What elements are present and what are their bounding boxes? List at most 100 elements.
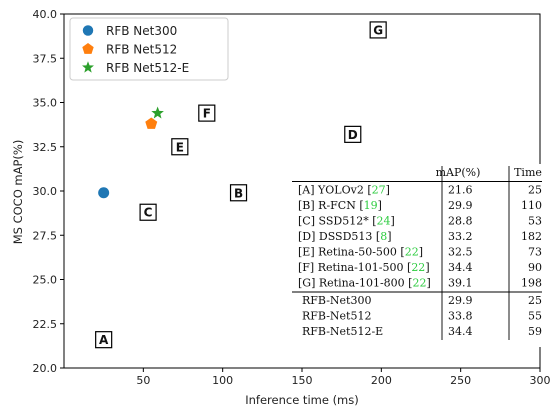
table-cell-time: 73 (528, 246, 542, 259)
table-cell-time: 198 (521, 277, 542, 290)
table-cell-time: 110 (521, 199, 542, 212)
cite-bracket: [ (400, 246, 404, 259)
y-axis-label: MS COCO mAP(%) (11, 140, 25, 245)
data-point (145, 117, 158, 129)
cite-bracket: [ (376, 230, 380, 243)
y-tick-label: 37.5 (33, 52, 58, 65)
data-point (98, 187, 110, 199)
annotation-box (171, 138, 189, 156)
data-point (151, 106, 164, 119)
y-tick-label: 27.5 (33, 229, 58, 242)
results-table: mAP(%) Time [A] YOLOv2 [27] 21.6 25 [B] R-FCN… (292, 164, 542, 347)
table-cell-map: 21.6 (448, 184, 473, 197)
cite-bracket: [ (408, 277, 412, 290)
annotation-box (198, 104, 216, 122)
table-row-label: [A] YOLOv2 [27] (298, 184, 390, 197)
row-name: [A] YOLOv2 (298, 184, 367, 197)
annotation-box (369, 21, 387, 39)
table-cell-time: 55 (528, 310, 542, 323)
annotation-letter: E (176, 140, 184, 154)
cite-bracket: ] (387, 230, 391, 243)
table-cell-time: 182 (521, 230, 542, 243)
legend-marker (82, 61, 94, 73)
data-points (98, 106, 164, 199)
cite-bracket: ] (378, 199, 382, 212)
y-tick-label: 35.0 (33, 97, 58, 110)
x-axis-label: Inference time (ms) (245, 393, 359, 407)
row-name: [C] SSD512* (298, 215, 372, 228)
cite-bracket: [ (372, 215, 376, 228)
x-tick-label: 250 (450, 374, 471, 387)
annotation-letter: F (203, 107, 211, 121)
y-tick-label: 40.0 (33, 8, 58, 21)
table-cell-map: 33.8 (448, 310, 473, 323)
legend-label: RFB Net300 (106, 24, 177, 38)
table-cell-map: 28.8 (448, 215, 473, 228)
legend-label: RFB Net512 (106, 43, 177, 57)
table-cell-map: 29.9 (448, 199, 473, 212)
table-cell-map: 39.1 (448, 277, 473, 290)
cite-bracket: ] (386, 184, 390, 197)
x-tick-label: 50 (136, 374, 150, 387)
table-cell-map: 32.5 (448, 246, 473, 259)
table-row-label: [C] SSD512* [24] (298, 215, 395, 228)
x-axis: 50 100 150 200 250 300 (136, 368, 551, 387)
table-row-label: [F] Retina-101-500 [22] (298, 261, 430, 274)
annotation-letter: C (144, 206, 153, 220)
table-cell-time: 25 (528, 184, 542, 197)
table-row-label: [D] DSSD513 [8] (298, 230, 392, 243)
cite-number: 8 (380, 230, 387, 243)
x-tick-label: 150 (292, 374, 313, 387)
table-cell-time: 25 (528, 294, 542, 307)
cite-number: 19 (364, 199, 378, 212)
table-background (292, 164, 542, 347)
table-row-label: RFB-Net300 (302, 294, 371, 307)
table-cell-map: 33.2 (448, 230, 473, 243)
legend-box (69, 17, 229, 81)
cite-bracket: [ (359, 199, 363, 212)
cite-number: 27 (372, 184, 386, 197)
y-tick-label: 20.0 (33, 362, 58, 375)
annotation-letter: G (373, 23, 383, 37)
annotation-box (139, 203, 157, 221)
table-cell-time: 53 (528, 215, 542, 228)
y-tick-label: 25.0 (33, 274, 58, 287)
table-row-label: [E] Retina-50-500 [22] (298, 246, 423, 259)
cite-bracket: ] (390, 215, 394, 228)
y-tick-label: 22.5 (33, 318, 58, 331)
cite-number: 22 (405, 246, 419, 259)
table-row-label: [G] Retina-101-800 [22] (298, 277, 431, 290)
table-cell-time: 90 (528, 261, 542, 274)
legend-marker (82, 25, 94, 36)
annotation-box (229, 184, 248, 202)
table-row-label: RFB-Net512 (302, 310, 371, 323)
y-tick-label: 30.0 (33, 185, 58, 198)
x-tick-label: 100 (212, 374, 233, 387)
cite-bracket: [ (407, 261, 411, 274)
cite-number: 22 (411, 261, 425, 274)
x-tick-label: 200 (371, 374, 392, 387)
annotation-box (95, 331, 113, 349)
table-header-map: mAP(%) (436, 166, 481, 179)
row-name: [D] DSSD513 (298, 230, 376, 243)
cite-bracket: ] (425, 261, 429, 274)
y-tick-label: 32.5 (33, 141, 58, 154)
legend-marker (82, 43, 94, 54)
row-name: [F] Retina-101-500 (298, 261, 407, 274)
y-axis: 20.0 22.5 25.0 27.5 30.0 32.5 35.0 37.5 40.0 (33, 8, 64, 375)
cite-bracket: [ (367, 184, 371, 197)
legend: RFB Net300 RFB Net512 RFB Net512-E (69, 17, 229, 81)
table-cell-time: 59 (528, 325, 542, 338)
cite-bracket: ] (426, 277, 430, 290)
x-tick-label: 300 (530, 374, 551, 387)
legend-label: RFB Net512-E (106, 61, 189, 75)
table-row-label: [B] R-FCN [19] (298, 199, 382, 212)
table-row-label: RFB-Net512-E (302, 325, 383, 338)
cite-number: 22 (412, 277, 426, 290)
table-cell-map: 34.4 (448, 261, 473, 274)
row-name: [B] R-FCN (298, 199, 359, 212)
annotation-box (344, 125, 362, 143)
cite-bracket: ] (419, 246, 423, 259)
table-cell-map: 34.4 (448, 325, 473, 338)
